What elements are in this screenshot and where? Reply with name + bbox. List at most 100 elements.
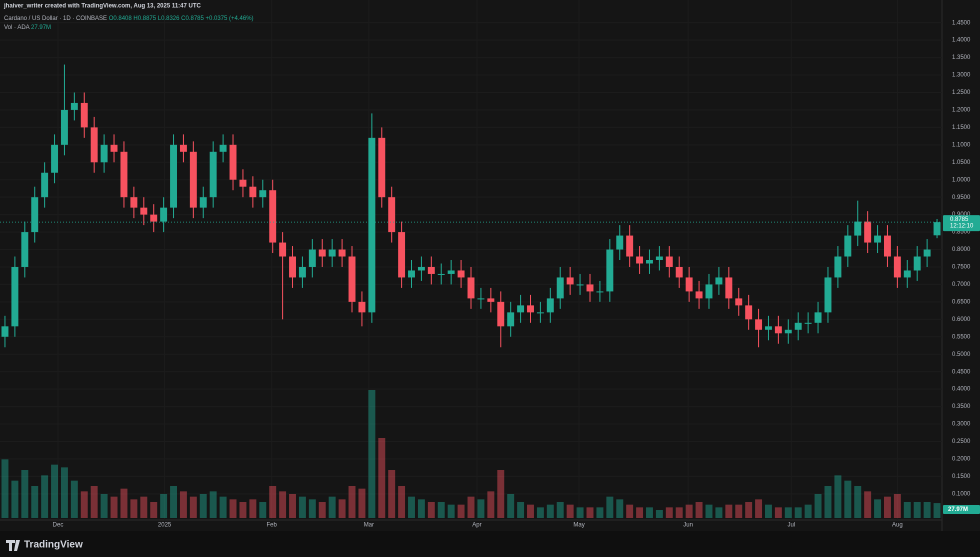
volume-bar <box>328 496 336 518</box>
countdown: 12:12:10 <box>950 224 974 230</box>
candle-body <box>665 256 673 267</box>
candle-body <box>794 322 802 330</box>
volume-bar <box>814 494 822 518</box>
volume-bar <box>408 496 415 518</box>
candle-body <box>358 301 366 313</box>
candle-body <box>675 266 683 278</box>
candle-body <box>259 190 267 198</box>
candle-body <box>883 235 891 257</box>
candle-body <box>11 266 19 327</box>
volume-bar <box>576 507 584 518</box>
x-tick-label: Apr <box>472 523 481 529</box>
volume-bar <box>655 510 663 518</box>
volume-bar <box>626 504 634 518</box>
candle-body <box>765 326 772 330</box>
candle-body <box>844 235 852 257</box>
candle-body <box>150 214 158 222</box>
volume-bar <box>249 499 257 518</box>
volume-bar <box>338 499 346 518</box>
candle-body <box>457 270 465 278</box>
volume-bar <box>199 494 207 518</box>
y-tick-label: 0.5000 <box>952 352 971 358</box>
volume-bar <box>883 496 891 518</box>
candle-body <box>923 249 931 257</box>
y-tick-label: 0.7500 <box>952 265 971 271</box>
ohlc-high: H0.8875 <box>133 16 156 22</box>
candle-body <box>80 102 88 128</box>
volume-bar <box>784 507 792 518</box>
volume-bar <box>695 502 703 518</box>
candle-body <box>467 277 475 299</box>
volume-bar <box>120 488 128 518</box>
volume-bar <box>110 496 118 518</box>
volume-bar <box>318 502 326 518</box>
candles <box>0 64 942 348</box>
volume-bar <box>60 467 68 518</box>
symbol: Cardano / US Dollar · 1D · COINBASE <box>4 16 107 22</box>
y-tick-label: 1.3500 <box>952 55 971 61</box>
candle-body <box>120 151 128 198</box>
y-tick-label: 0.4500 <box>952 369 971 375</box>
candle-body <box>646 260 653 264</box>
x-tick-label: Jul <box>787 523 795 529</box>
candle-body <box>497 301 505 327</box>
volume-bar <box>437 502 445 518</box>
volume-bar <box>41 475 49 518</box>
candle-body <box>130 197 138 208</box>
candle-body <box>398 232 406 278</box>
candle-body <box>110 144 118 152</box>
volume-bar <box>457 504 465 518</box>
volume-bar <box>179 491 187 518</box>
y-tick-label: 0.3500 <box>952 404 971 410</box>
volume-bar <box>219 496 227 518</box>
candle-body <box>507 312 515 327</box>
candle-body <box>606 249 614 292</box>
candle-body <box>893 256 901 278</box>
y-tick-label: 0.6500 <box>952 299 971 305</box>
volume-bar <box>417 499 425 518</box>
volume-bar <box>864 491 872 518</box>
volume-bar <box>298 496 306 518</box>
volume-bar <box>160 494 168 518</box>
candle-body <box>437 273 445 275</box>
candle-body <box>31 197 39 233</box>
candle-body <box>269 190 277 243</box>
last-price-box <box>943 215 980 232</box>
candle-body <box>298 266 306 278</box>
volume-bar <box>140 496 148 518</box>
x-tick-label: May <box>573 523 584 529</box>
candle-body <box>328 249 336 257</box>
y-tick-label: 0.1500 <box>952 474 971 480</box>
candle-body <box>378 137 386 198</box>
y-tick-label: 0.9500 <box>952 195 971 201</box>
candle-body <box>70 102 78 110</box>
logo <box>6 540 20 551</box>
volume-bar <box>487 491 495 518</box>
candle-body <box>824 277 832 313</box>
candle-body <box>596 291 604 293</box>
candle-body <box>586 284 594 292</box>
y-tick-label: 1.2500 <box>952 90 971 96</box>
volume-bar <box>566 504 574 518</box>
volume-bar <box>348 486 356 518</box>
y-tick-label: 1.1000 <box>952 142 971 148</box>
x-tick-label: 2025 <box>158 523 172 529</box>
y-tick-label: 1.0000 <box>952 177 971 183</box>
x-tick-label: Mar <box>364 523 374 529</box>
volume-bar <box>844 480 852 518</box>
candle-body <box>626 235 634 257</box>
volume-bar <box>804 504 812 518</box>
candle-body <box>1 326 9 337</box>
volume-label: Vol · ADA <box>4 25 30 31</box>
candle-body <box>655 256 663 260</box>
volume-bar <box>536 507 544 518</box>
candle-body <box>864 221 872 243</box>
y-tick-label: 1.2000 <box>952 108 971 114</box>
candle-body <box>546 298 554 313</box>
volume-bar <box>725 504 733 518</box>
footer-bar <box>0 531 980 557</box>
volume-badge-box <box>943 505 980 514</box>
